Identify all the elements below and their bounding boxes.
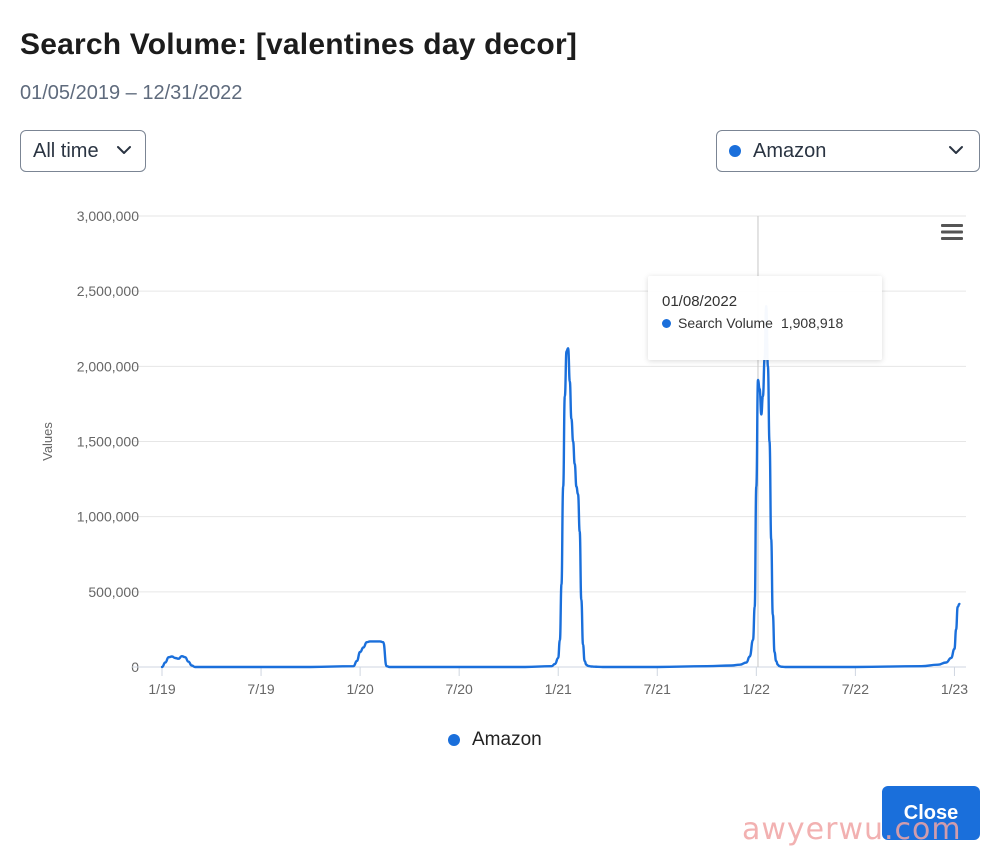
x-axis-tick-labels: 1/19 7/19 1/20 7/20 1/21 7/21 1/22 7/22 1/23	[148, 681, 968, 697]
y-axis-label: Values	[40, 422, 55, 461]
close-button[interactable]: Close	[882, 786, 980, 840]
y-tick-label: 2,500,000	[77, 283, 139, 299]
x-tick-label: 7/22	[842, 681, 869, 697]
x-tick-label: 7/20	[446, 681, 473, 697]
x-tick-label: 1/21	[545, 681, 572, 697]
grid-lines	[132, 215, 966, 676]
tooltip-value: 1,908,918	[780, 315, 844, 331]
chevron-down-icon	[117, 146, 131, 154]
tooltip-row: Search Volume 1,908,918	[662, 315, 843, 331]
x-tick-label: 7/21	[644, 681, 671, 697]
series-line-amazon[interactable]	[160, 305, 961, 669]
legend-label: Amazon	[472, 729, 542, 750]
watermark: awyerwu.com	[742, 812, 962, 847]
legend-color-dot	[448, 734, 460, 746]
y-tick-label: 1,500,000	[77, 434, 139, 450]
chart-menu-icon[interactable]	[940, 222, 964, 242]
x-tick-label: 7/19	[247, 681, 274, 697]
time-range-select[interactable]: All time	[20, 130, 146, 172]
source-select[interactable]: Amazon	[716, 130, 980, 172]
tooltip-series-dot	[662, 319, 671, 328]
chevron-down-icon	[949, 146, 963, 154]
y-tick-label: 3,000,000	[77, 208, 139, 224]
y-axis-tick-labels: 0500,0001,000,0001,500,0002,000,0002,500…	[77, 208, 140, 675]
x-tick-label: 1/22	[743, 681, 770, 697]
chart-tooltip: 01/08/2022 Search Volume 1,908,918	[648, 276, 882, 360]
y-tick-label: 2,000,000	[77, 358, 139, 374]
tooltip-date: 01/08/2022	[662, 293, 738, 310]
tooltip-series-label: Search Volume	[678, 315, 773, 331]
page-title: Search Volume: [valentines day decor]	[20, 28, 578, 61]
source-color-dot	[729, 145, 741, 157]
x-tick-label: 1/23	[941, 681, 968, 697]
date-range: 01/05/2019 – 12/31/2022	[20, 82, 243, 104]
x-tick-label: 1/19	[148, 681, 175, 697]
source-value: Amazon	[753, 139, 827, 162]
x-tick-label: 1/20	[346, 681, 373, 697]
y-tick-label: 500,000	[88, 584, 139, 600]
search-volume-chart[interactable]: 0500,0001,000,0001,500,0002,000,0002,500…	[0, 0, 1000, 780]
chart-legend-item-amazon[interactable]: Amazon	[448, 729, 542, 751]
time-range-value: All time	[33, 139, 99, 162]
y-tick-label: 1,000,000	[77, 509, 139, 525]
